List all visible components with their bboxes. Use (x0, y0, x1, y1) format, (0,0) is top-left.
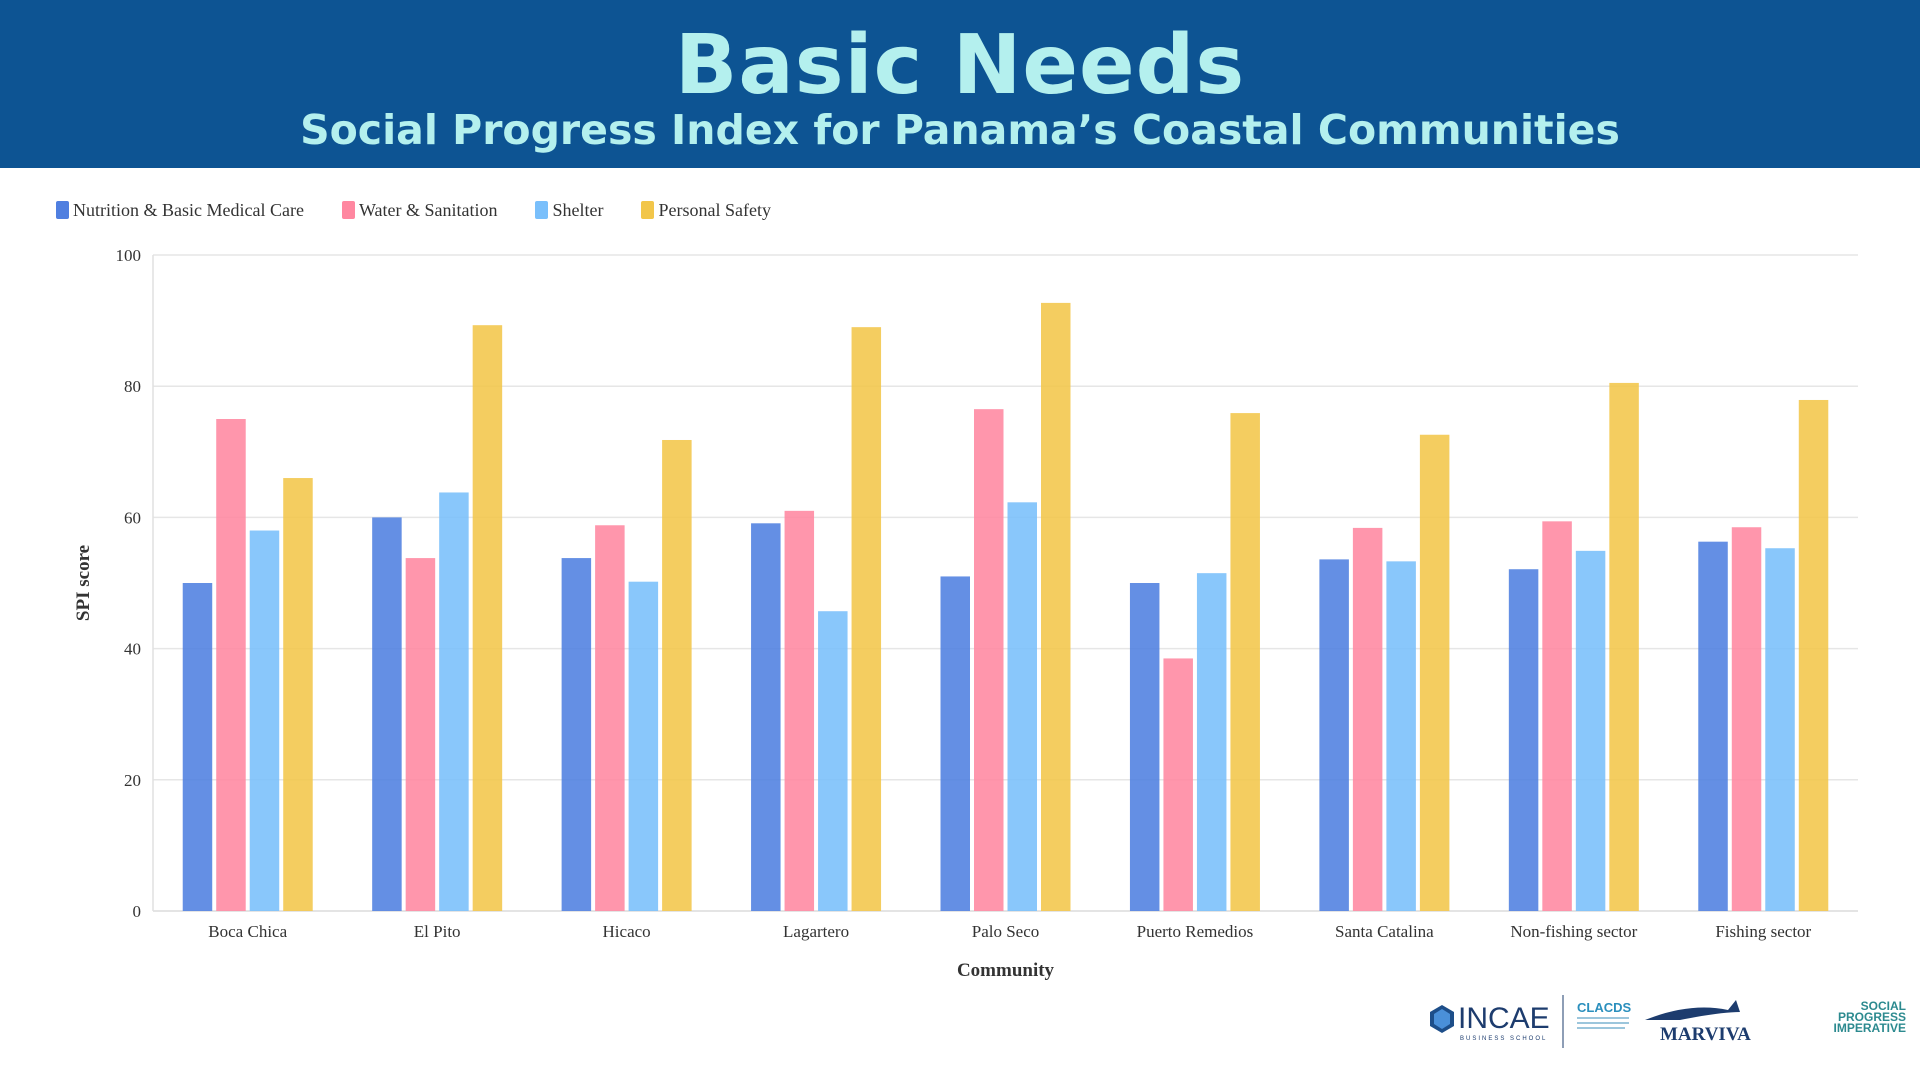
bar (1575, 550, 1606, 911)
bar (940, 576, 970, 911)
x-tick-label: Non-fishing sector (1510, 922, 1637, 941)
bar (851, 327, 882, 911)
x-tick-label: Hicaco (603, 922, 651, 941)
bar (561, 558, 592, 911)
bar (818, 611, 848, 911)
spi-name-line3: IMPERATIVE (1834, 1021, 1906, 1035)
bar (182, 583, 213, 911)
clacds-text-line (1577, 1027, 1625, 1029)
y-tick-label: 40 (124, 640, 141, 659)
legend-item-water[interactable]: Water & Sanitation (341, 199, 498, 221)
legend-item-safety[interactable]: Personal Safety (641, 199, 771, 221)
legend-swatch-nutrition (56, 201, 69, 219)
bar (1542, 521, 1572, 911)
page-title: Basic Needs (674, 18, 1246, 113)
marviva-logo: MARVIVA (1645, 1000, 1751, 1045)
bar-chart: 0 20 40 60 80 100 Boca Chica El Pito Hicaco Lagar… (73, 246, 1858, 981)
bar (784, 510, 815, 911)
bar (405, 558, 436, 911)
bar (1386, 561, 1416, 911)
legend-label-safety: Personal Safety (658, 199, 771, 220)
legend-item-shelter[interactable]: Shelter (535, 200, 603, 221)
bar (1352, 527, 1383, 911)
legend-item-nutrition[interactable]: Nutrition & Basic Medical Care (56, 200, 304, 221)
bar (249, 530, 280, 911)
bar (1731, 527, 1762, 911)
bar (1698, 541, 1728, 911)
bar (1765, 548, 1795, 911)
clacds-name: CLACDS (1577, 1000, 1631, 1015)
partner-logos: INCAE BUSINESS SCHOOL CLACDS MARVIVA SOC… (1430, 995, 1906, 1048)
y-tick-label: 100 (116, 246, 142, 265)
x-tick-label: Boca Chica (208, 922, 287, 941)
x-tick-label: Lagartero (783, 922, 849, 941)
bar (751, 523, 781, 911)
spi-name-line1: SOCIAL (1861, 999, 1906, 1013)
bar (1041, 302, 1071, 911)
clacds-logo: CLACDS (1577, 1000, 1631, 1029)
y-tick-label: 60 (124, 508, 141, 527)
bar (1196, 573, 1227, 911)
bar (1163, 658, 1193, 911)
spi-name-line2: PROGRESS (1838, 1010, 1906, 1024)
bar (1609, 382, 1639, 911)
bar (1319, 559, 1349, 911)
bar (662, 439, 692, 911)
x-tick-label: Puerto Remedios (1137, 922, 1254, 941)
bar (628, 581, 659, 911)
bar (1419, 434, 1450, 911)
marviva-name: MARVIVA (1660, 1024, 1751, 1045)
chart-legend: Nutrition & Basic Medical Care Water & S… (56, 198, 809, 222)
x-axis-title: Community (957, 960, 1055, 981)
spi-logo: SOCIAL PROGRESS IMPERATIVE (1834, 999, 1906, 1035)
y-tick-label: 20 (124, 771, 141, 790)
bar (439, 492, 469, 911)
x-tick-label: Santa Catalina (1335, 922, 1434, 941)
clacds-text-line (1577, 1022, 1629, 1024)
legend-label-nutrition: Nutrition & Basic Medical Care (73, 199, 304, 220)
bar (216, 419, 246, 911)
bar (1508, 569, 1539, 911)
x-tick-label: Fishing sector (1715, 922, 1811, 941)
bar (1007, 502, 1037, 911)
incae-logo: INCAE BUSINESS SCHOOL (1430, 1002, 1550, 1042)
bar (372, 517, 402, 911)
y-axis-title: SPI score (73, 545, 94, 621)
bar (1798, 399, 1829, 911)
bar (1230, 413, 1260, 911)
legend-swatch-safety (641, 201, 655, 219)
bar (595, 525, 625, 911)
bar (1129, 583, 1160, 911)
header-banner: Basic Needs Social Progress Index for Pa… (0, 0, 1920, 168)
bar (974, 409, 1004, 911)
incae-sub: BUSINESS SCHOOL (1460, 1036, 1547, 1042)
x-tick-label: El Pito (414, 922, 461, 941)
marviva-wave-icon (1645, 1000, 1740, 1020)
clacds-text-line (1577, 1017, 1629, 1019)
y-tick-label: 0 (133, 902, 142, 921)
legend-swatch-shelter (535, 201, 549, 219)
bar (283, 478, 313, 911)
bar (472, 325, 503, 911)
legend-swatch-water (341, 201, 355, 219)
legend-label-water: Water & Sanitation (358, 199, 498, 220)
incae-name: INCAE (1458, 1002, 1550, 1035)
y-tick-label: 80 (124, 377, 141, 396)
page-subtitle: Social Progress Index for Panama’s Coast… (300, 106, 1620, 154)
legend-label-shelter: Shelter (552, 199, 604, 220)
x-tick-label: Palo Seco (972, 922, 1040, 941)
incae-hexagon-inner-icon (1434, 1009, 1450, 1029)
